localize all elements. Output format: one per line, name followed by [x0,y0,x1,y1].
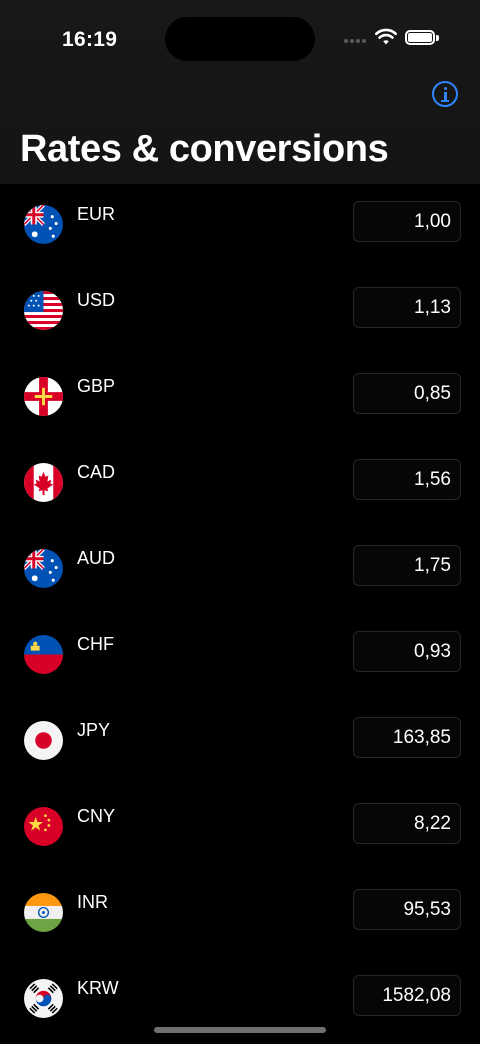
cellular-signal-icon [344,37,370,45]
list-item-eur[interactable]: EUR 1,00 [0,184,480,270]
amount-field[interactable]: 1,00 [353,201,461,242]
home-indicator[interactable] [154,1027,326,1033]
currency-code: CHF [77,634,114,654]
amount-field[interactable]: 1,56 [353,459,461,500]
info-icon [443,87,447,90]
australia-flag-icon [24,549,63,588]
south-korea-flag-icon [24,979,63,1018]
list-item-cad[interactable]: CAD 1,56 [0,442,480,528]
amount-field[interactable]: 1582,08 [353,975,461,1016]
currency-code: AUD [77,548,116,568]
battery-icon [405,30,439,45]
wifi-icon [375,28,397,45]
amount-field[interactable]: 0,85 [353,373,461,414]
canada-flag-icon [24,463,63,502]
list-item-cny[interactable]: CNY 8,22 [0,786,480,872]
liechtenstein-flag-icon [24,635,63,674]
amount-field[interactable]: 0,93 [353,631,461,672]
dynamic-island [165,17,315,61]
list-item-chf[interactable]: CHF 0,93 [0,614,480,700]
list-item-usd[interactable]: USD 1,13 [0,270,480,356]
status-time: 16:19 [62,28,118,51]
currency-code: JPY [77,720,111,740]
list-item-gbp[interactable]: GBP 0,85 [0,356,480,442]
currency-code: USD [77,290,116,310]
currency-code: INR [77,892,108,912]
status-bar: 16:19 [0,0,480,80]
rates-list[interactable]: EUR 1,00 USD 1,13 [0,184,480,1044]
page-title: Rates & conversions [20,128,389,170]
amount-field[interactable]: 1,13 [353,287,461,328]
amount-field[interactable]: 1,75 [353,545,461,586]
navigation-header: 16:19 Rates & conversions [0,0,480,184]
amount-field[interactable]: 8,22 [353,803,461,844]
currency-code: GBP [77,376,116,396]
usa-flag-icon [24,291,63,330]
list-item-krw[interactable]: KRW 1582,08 [0,958,480,1044]
india-flag-icon [24,893,63,932]
currency-code: CNY [77,806,116,826]
australia-flag-icon [24,205,63,244]
currency-code: CAD [77,462,116,482]
guernsey-flag-icon [24,377,63,416]
list-item-aud[interactable]: AUD 1,75 [0,528,480,614]
info-button[interactable] [432,81,458,107]
japan-flag-icon [24,721,63,760]
list-item-inr[interactable]: INR 95,53 [0,872,480,958]
amount-field[interactable]: 163,85 [353,717,461,758]
list-item-jpy[interactable]: JPY 163,85 [0,700,480,786]
currency-code: EUR [77,204,116,224]
currency-code: KRW [77,978,119,998]
amount-field[interactable]: 95,53 [353,889,461,930]
china-flag-icon [24,807,63,846]
